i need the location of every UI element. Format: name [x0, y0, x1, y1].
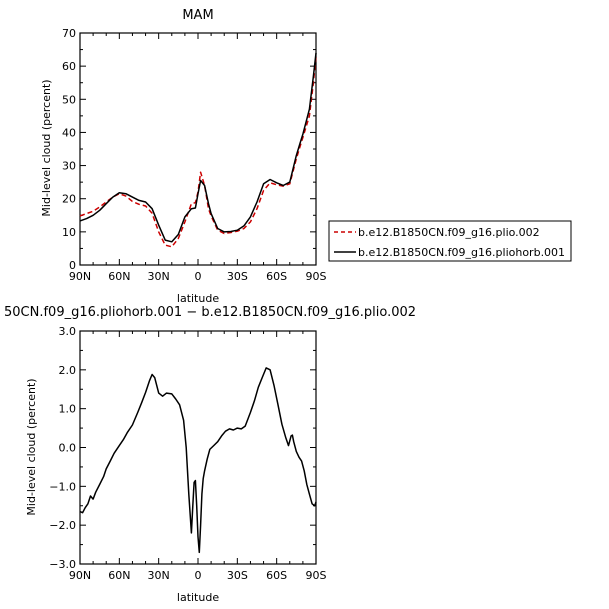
y-tick-label: 2.0 — [59, 364, 77, 377]
x-tick-label: 0 — [195, 569, 202, 582]
legend-label-pliohorb: b.e12.B1850CN.f09_g16.pliohorb.001 — [358, 246, 565, 259]
y-tick-label: −2.0 — [49, 519, 76, 532]
x-tick-label: 90N — [69, 270, 91, 283]
plot-area: 90N 60N 30N 0 30S 60S 90S 0 10 20 30 40 50 60 70 — [62, 27, 327, 283]
y-tick-label: 50 — [62, 93, 76, 106]
chart-cloud-difference: 50CN.f09_g16.pliohorb.001 − b.e12.B1850C… — [4, 305, 416, 604]
plot-area: 90N 60N 30N 0 30S 60S 90S −3.0 −2.0 −1.0 0.0 1.0 2.0… — [49, 325, 326, 582]
x-tick-label: 60S — [266, 569, 287, 582]
x-tick-label: 30S — [227, 569, 248, 582]
series-line-1 — [79, 56, 317, 248]
y-tick-label: 0.0 — [59, 442, 77, 455]
y-tick-label: 20 — [62, 193, 76, 206]
y-tick-label: 0 — [69, 259, 76, 272]
x-tick-label: 90N — [69, 569, 91, 582]
x-tick-label: 60N — [108, 270, 130, 283]
legend-box — [328, 220, 572, 262]
chart-title: MAM — [182, 8, 213, 23]
plot-frame — [79, 32, 317, 266]
x-axis-label: latitude — [177, 292, 219, 305]
x-tick-label: 60N — [108, 569, 130, 582]
y-tick-label: 1.0 — [59, 403, 77, 416]
x-tick-label: 60S — [266, 270, 287, 283]
legend-label-plio: b.e12.B1850CN.f09_g16.plio.002 — [358, 226, 540, 239]
x-tick-label: 90S — [306, 569, 327, 582]
legend: b.e12.B1850CN.f09_g16.plio.002 b.e12.B18… — [328, 220, 572, 262]
series-line-1 — [79, 367, 317, 554]
x-tick-label: 30N — [148, 569, 170, 582]
y-axis-label: Mid-level cloud (percent) — [40, 79, 53, 216]
y-tick-label: 3.0 — [59, 325, 77, 338]
x-axis-label: latitude — [177, 591, 219, 604]
y-tick-label: 10 — [62, 226, 76, 239]
chart-mam-cloud: MAM latitude Mid-level cloud (percent) 9… — [40, 8, 327, 305]
y-tick-label: 40 — [62, 126, 76, 139]
x-tick-label: 30N — [148, 270, 170, 283]
x-tick-label: 30S — [227, 270, 248, 283]
series-line-2 — [79, 52, 317, 243]
y-axis-label: Mid-level cloud (percent) — [25, 378, 38, 515]
x-tick-label: 0 — [195, 270, 202, 283]
y-tick-label: 60 — [62, 60, 76, 73]
x-tick-label: 90S — [306, 270, 327, 283]
y-tick-label: −1.0 — [49, 480, 76, 493]
y-tick-label: −3.0 — [49, 558, 76, 571]
y-tick-label: 70 — [62, 27, 76, 40]
chart-title: 50CN.f09_g16.pliohorb.001 − b.e12.B1850C… — [4, 305, 416, 320]
y-tick-label: 30 — [62, 160, 76, 173]
